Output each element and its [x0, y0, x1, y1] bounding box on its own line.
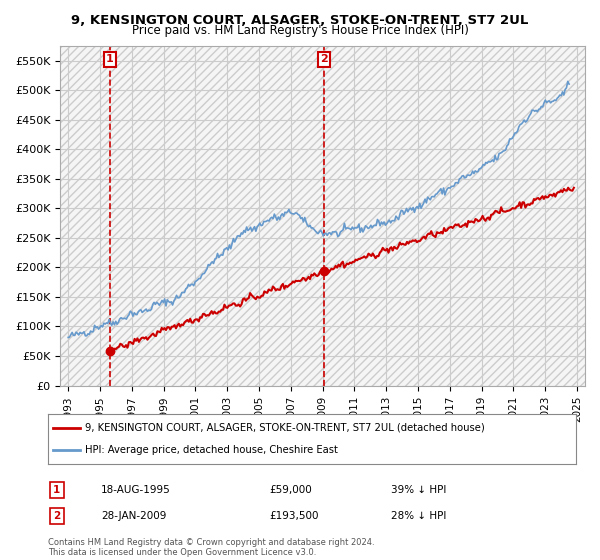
- Text: 1: 1: [106, 54, 114, 64]
- Text: 39% ↓ HPI: 39% ↓ HPI: [391, 485, 446, 494]
- Text: Contains HM Land Registry data © Crown copyright and database right 2024.
This d: Contains HM Land Registry data © Crown c…: [48, 538, 374, 557]
- Text: 2: 2: [53, 511, 61, 521]
- Text: £193,500: £193,500: [270, 511, 319, 521]
- Text: Price paid vs. HM Land Registry's House Price Index (HPI): Price paid vs. HM Land Registry's House …: [131, 24, 469, 37]
- Text: 1: 1: [53, 485, 61, 494]
- Text: 28-JAN-2009: 28-JAN-2009: [101, 511, 166, 521]
- Text: 9, KENSINGTON COURT, ALSAGER, STOKE-ON-TRENT, ST7 2UL: 9, KENSINGTON COURT, ALSAGER, STOKE-ON-T…: [71, 14, 529, 27]
- Text: 28% ↓ HPI: 28% ↓ HPI: [391, 511, 446, 521]
- Text: HPI: Average price, detached house, Cheshire East: HPI: Average price, detached house, Ches…: [85, 445, 338, 455]
- Text: 18-AUG-1995: 18-AUG-1995: [101, 485, 170, 494]
- Text: 2: 2: [320, 54, 328, 64]
- Text: 9, KENSINGTON COURT, ALSAGER, STOKE-ON-TRENT, ST7 2UL (detached house): 9, KENSINGTON COURT, ALSAGER, STOKE-ON-T…: [85, 423, 485, 433]
- Text: £59,000: £59,000: [270, 485, 313, 494]
